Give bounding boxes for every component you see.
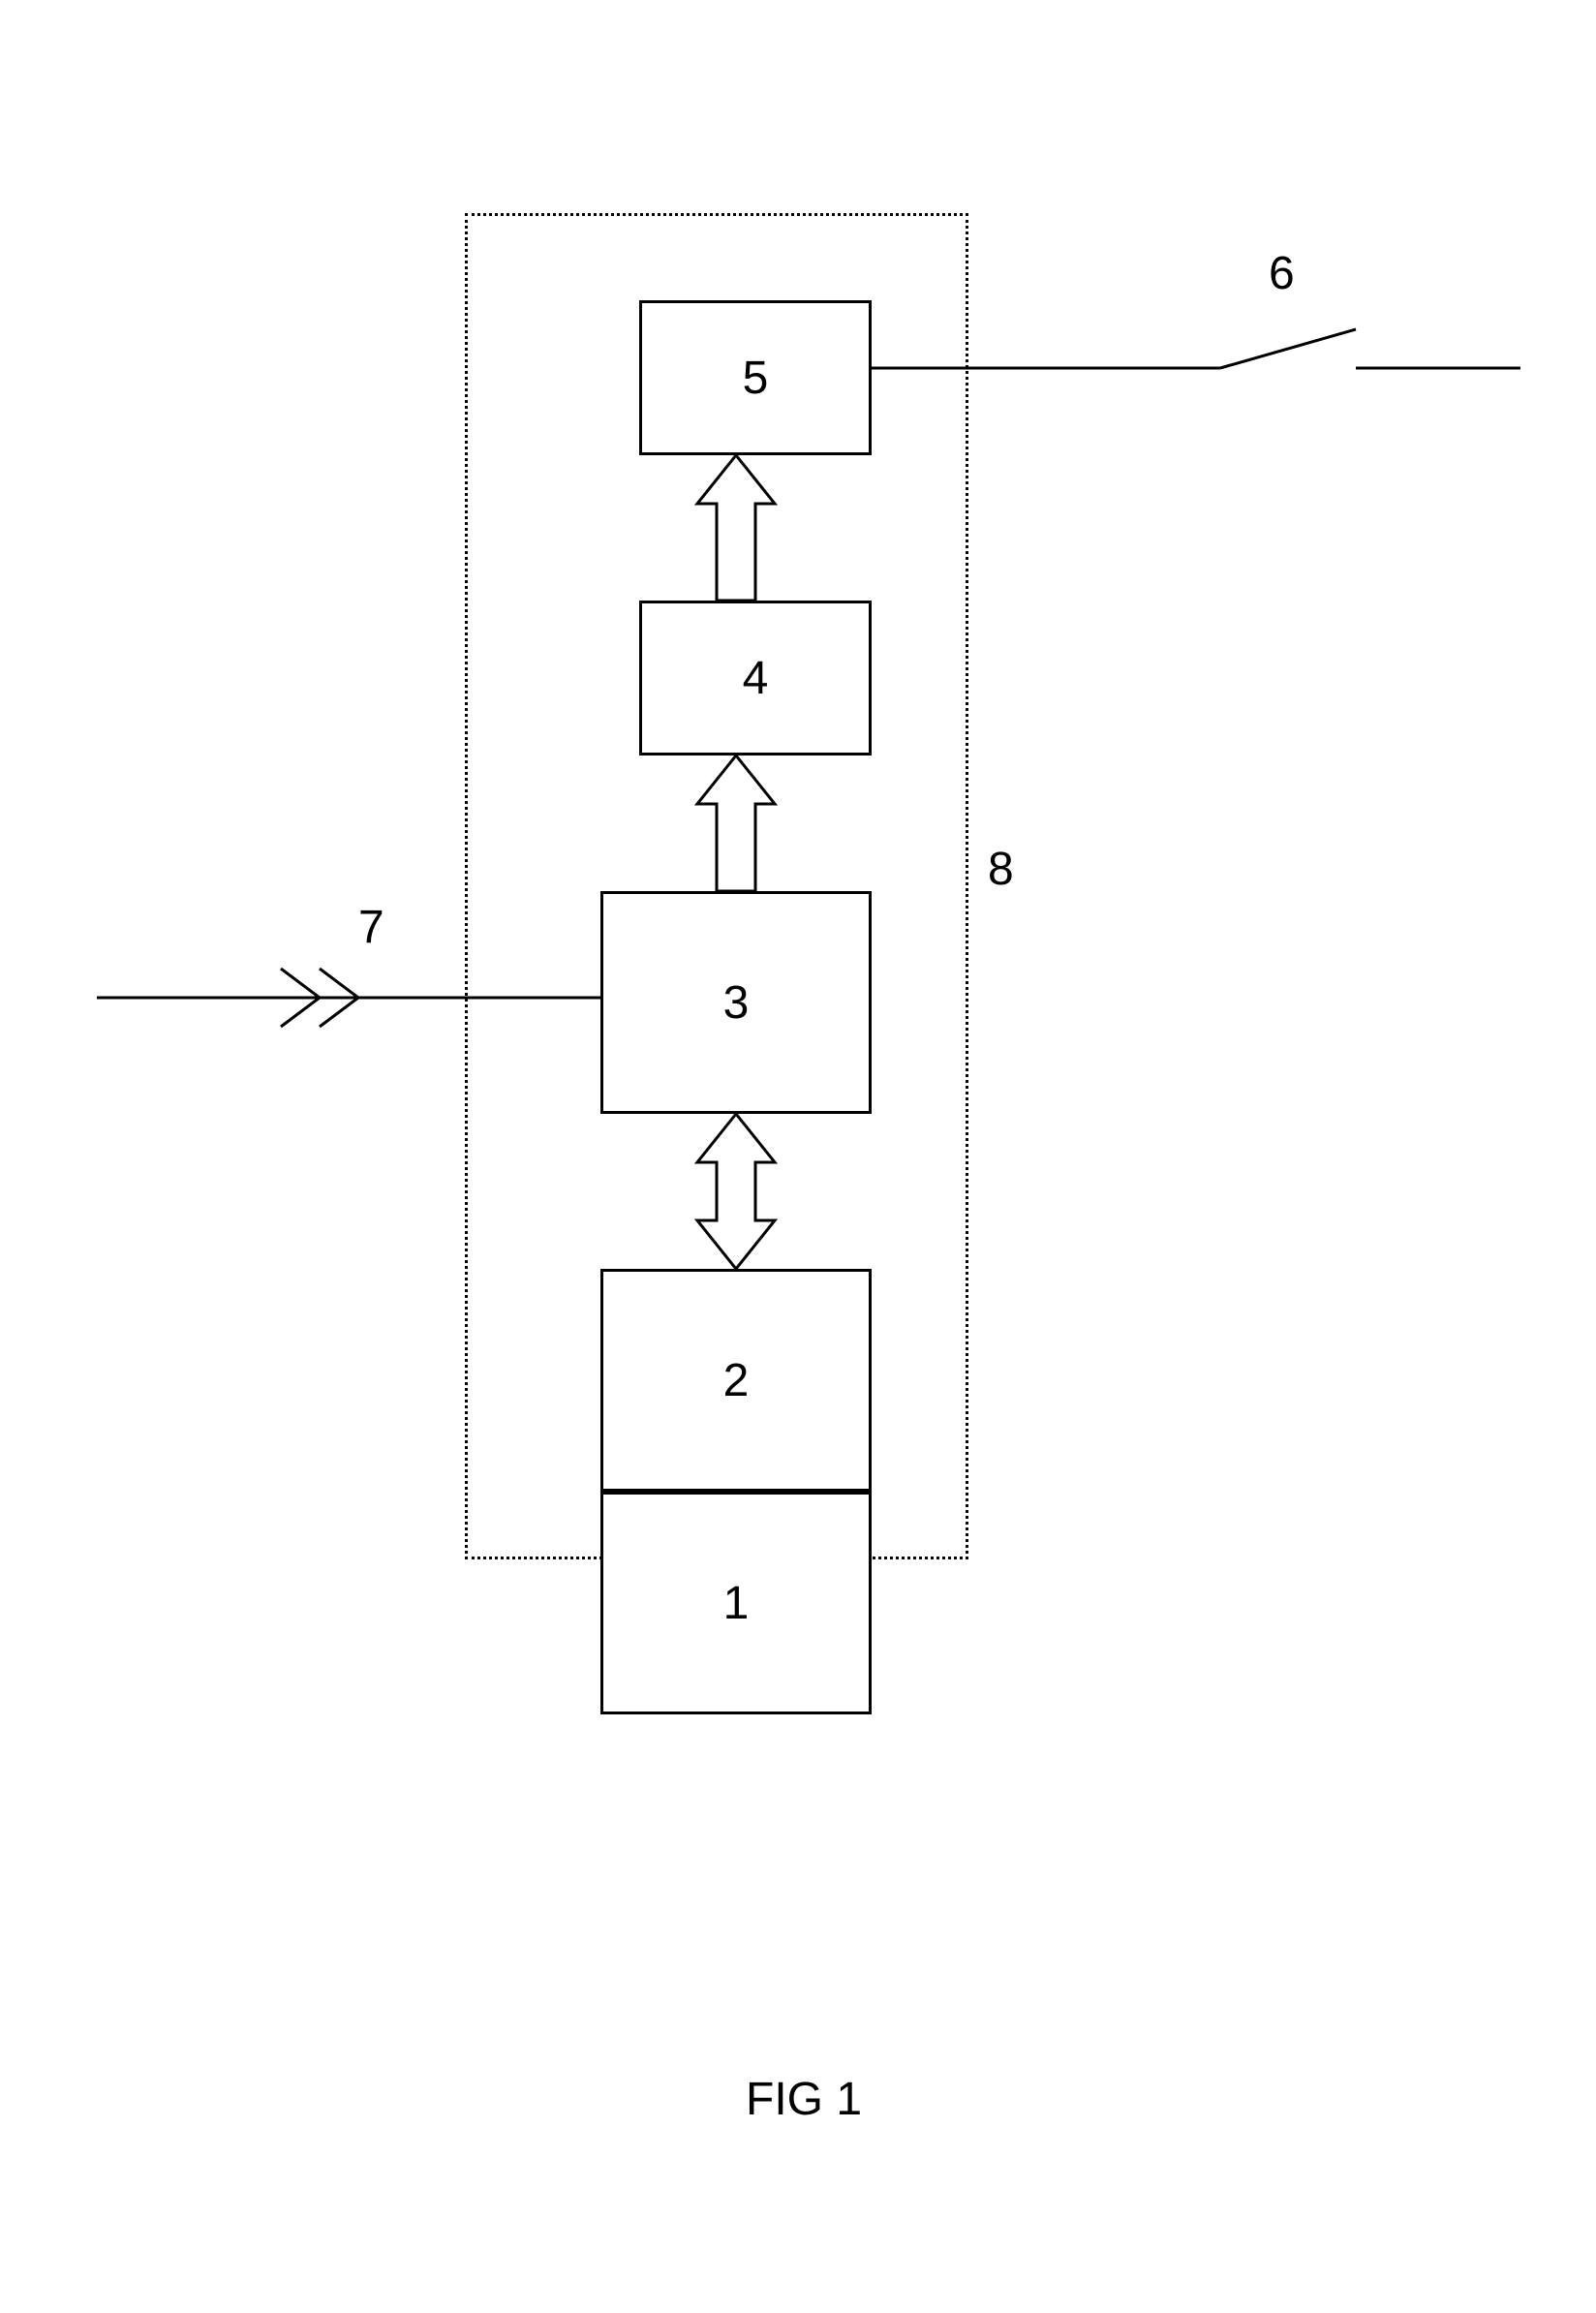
box-4: 4 <box>639 601 872 756</box>
box-3: 3 <box>600 891 872 1114</box>
box-5-label: 5 <box>743 352 769 405</box>
block-diagram: 8 5 4 3 2 1 7 6 FIG 1 <box>0 0 1596 2313</box>
right-connector-6-switch <box>872 329 1520 368</box>
box-4-label: 4 <box>743 652 769 705</box>
figure-caption: FIG 1 <box>746 2073 862 2126</box>
box-3-label: 3 <box>723 976 750 1030</box>
box-5: 5 <box>639 300 872 455</box>
label-6: 6 <box>1269 247 1295 300</box>
box-1: 1 <box>600 1492 872 1714</box>
label-8: 8 <box>988 843 1014 896</box>
box-1-label: 1 <box>723 1577 750 1630</box>
box-2: 2 <box>600 1269 872 1492</box>
box-2-label: 2 <box>723 1354 750 1407</box>
label-7: 7 <box>358 901 384 954</box>
